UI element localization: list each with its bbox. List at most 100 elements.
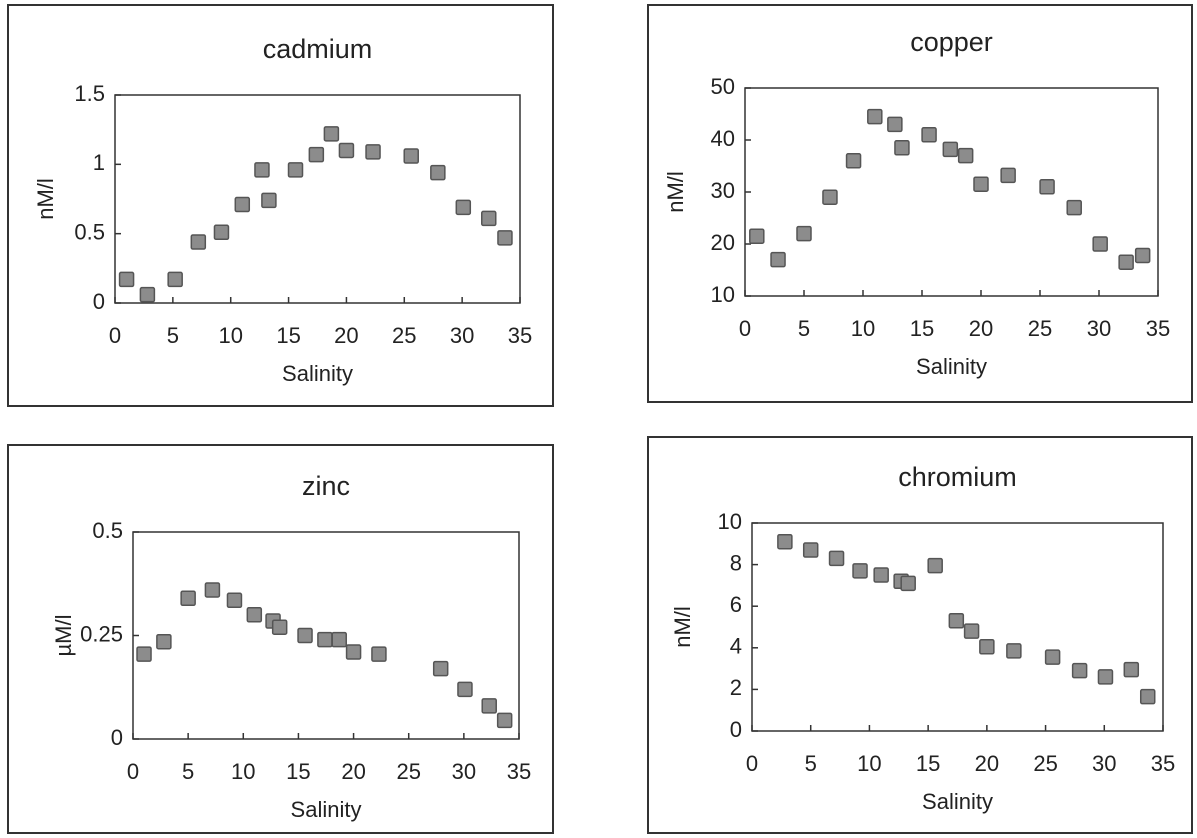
- y-tick-label: 0: [730, 717, 742, 742]
- point: [867, 108, 883, 125]
- y-axis-label: nM/l: [663, 171, 688, 213]
- point: [323, 126, 340, 142]
- point: [261, 192, 277, 209]
- x-tick-label: 15: [286, 759, 310, 784]
- point: [371, 646, 387, 662]
- point: [979, 639, 995, 655]
- point: [297, 627, 313, 644]
- point: [481, 698, 497, 714]
- point: [254, 162, 270, 178]
- chart-title: copper: [910, 27, 993, 57]
- x-tick-label: 5: [167, 323, 179, 348]
- point: [430, 164, 446, 181]
- y-tick-label: 20: [711, 230, 735, 255]
- point: [957, 147, 974, 164]
- x-tick-label: 25: [396, 759, 420, 784]
- point: [455, 199, 472, 216]
- point: [963, 623, 980, 639]
- point: [900, 575, 916, 592]
- x-axis-label: Salinity: [916, 354, 987, 379]
- y-tick-label: 0.5: [74, 219, 105, 244]
- y-tick-label: 10: [711, 282, 735, 307]
- point: [777, 533, 793, 550]
- point: [156, 633, 172, 650]
- x-tick-label: 20: [341, 759, 365, 784]
- point: [226, 592, 243, 609]
- panel-frame: [7, 444, 554, 834]
- point: [749, 228, 765, 244]
- x-tick-label: 35: [508, 323, 532, 348]
- point: [139, 286, 156, 303]
- x-tick-label: 20: [334, 323, 358, 348]
- y-tick-label: 0: [111, 725, 123, 750]
- chart-title: zinc: [302, 471, 350, 501]
- plot-area: [114, 94, 521, 304]
- point: [927, 557, 943, 574]
- x-axis-label: Salinity: [922, 789, 993, 814]
- point: [873, 567, 889, 583]
- point: [852, 563, 868, 579]
- x-tick-label: 35: [507, 759, 531, 784]
- point: [1118, 254, 1134, 270]
- point: [845, 153, 862, 169]
- chart-title: cadmium: [263, 34, 373, 64]
- y-tick-label: 0: [93, 289, 105, 314]
- x-tick-label: 35: [1151, 751, 1175, 776]
- point: [802, 542, 819, 558]
- x-tick-label: 0: [109, 323, 121, 348]
- point: [1071, 662, 1088, 679]
- point: [1039, 179, 1055, 195]
- point: [887, 116, 903, 133]
- panel-frame: [647, 4, 1193, 403]
- x-tick-label: 30: [452, 759, 476, 784]
- point: [481, 210, 497, 227]
- panel: zinc 0 0.25 0.5 0 5 10 15 20 25 30 35 Salinity µM/l: [7, 444, 554, 834]
- x-tick-label: 10: [851, 316, 875, 341]
- x-tick-label: 35: [1146, 316, 1170, 341]
- y-tick-label: 10: [718, 509, 742, 534]
- y-tick-label: 40: [711, 126, 735, 151]
- point: [973, 176, 989, 192]
- point: [921, 127, 937, 143]
- x-tick-label: 10: [857, 751, 881, 776]
- y-tick-label: 0.25: [80, 621, 123, 646]
- x-tick-label: 25: [1033, 751, 1057, 776]
- point: [365, 144, 381, 160]
- point: [180, 590, 196, 606]
- point: [796, 225, 812, 242]
- panel: chromium 0 2 4 6 8 10 0 5 10 15 20 25 30 35 Salinity nM/…: [647, 436, 1193, 834]
- point: [770, 251, 786, 268]
- x-tick-label: 15: [276, 323, 300, 348]
- x-tick-label: 25: [392, 323, 416, 348]
- y-tick-label: 2: [730, 675, 742, 700]
- panel-frame: [7, 4, 554, 407]
- point: [432, 660, 449, 677]
- point: [204, 582, 221, 598]
- point: [403, 148, 419, 164]
- point: [822, 189, 838, 205]
- x-tick-label: 30: [1087, 316, 1111, 341]
- point: [213, 224, 230, 241]
- point: [287, 162, 304, 178]
- x-tick-label: 10: [231, 759, 255, 784]
- x-axis-label: Salinity: [291, 797, 362, 822]
- point: [894, 140, 910, 156]
- point: [828, 550, 845, 567]
- point: [1006, 643, 1022, 659]
- point: [308, 146, 325, 163]
- x-tick-label: 0: [739, 316, 751, 341]
- plot-area: [744, 87, 1159, 297]
- y-tick-label: 8: [730, 550, 742, 575]
- point: [1123, 661, 1140, 678]
- x-tick-label: 20: [969, 316, 993, 341]
- x-axis-label: Salinity: [282, 361, 353, 386]
- x-tick-label: 20: [975, 751, 999, 776]
- y-tick-label: 1: [93, 150, 105, 175]
- panel: cadmium 0 0.5 1 1.5 0 5 10 15 20 25 30 35 Salinity nM/…: [7, 4, 554, 407]
- chart-title: chromium: [898, 462, 1017, 492]
- point: [457, 681, 473, 698]
- point: [942, 141, 959, 158]
- point: [1139, 688, 1156, 705]
- point: [1066, 199, 1082, 216]
